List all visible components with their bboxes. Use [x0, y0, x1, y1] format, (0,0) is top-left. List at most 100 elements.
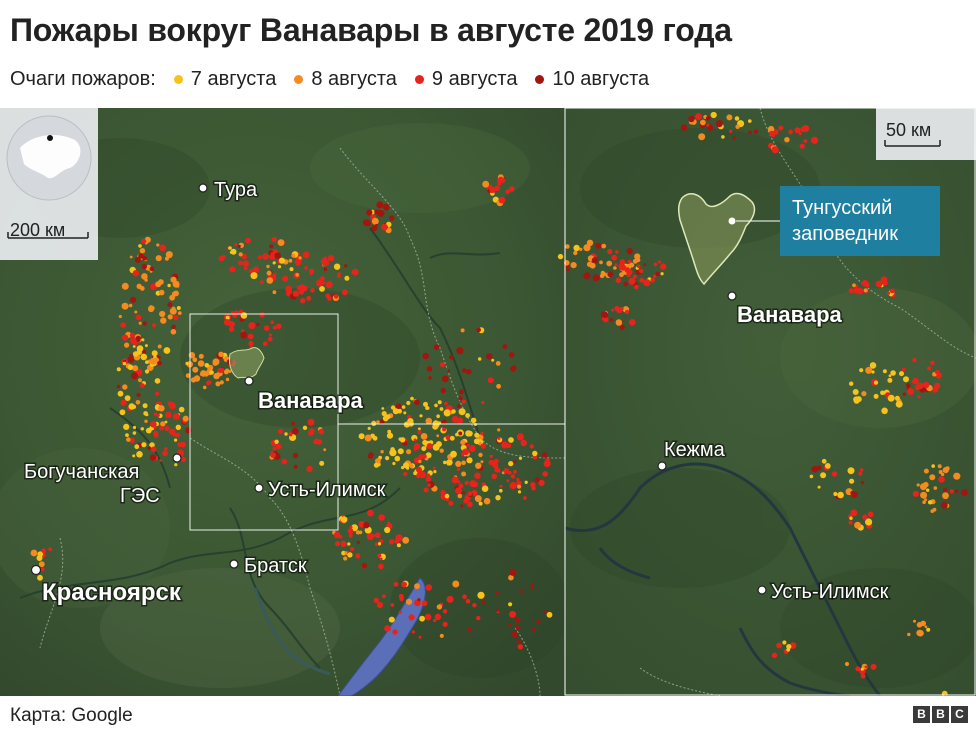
fire-point: [293, 464, 298, 469]
legend: Очаги пожаров: 7 августа 8 августа 9 авг…: [10, 66, 649, 92]
fire-point: [364, 219, 371, 227]
fire-point: [447, 369, 451, 373]
fire-point: [340, 516, 348, 523]
fire-point: [467, 491, 473, 497]
fire-point: [192, 366, 199, 373]
fire-point: [418, 635, 422, 639]
fire-point: [136, 392, 141, 398]
fire-point: [139, 248, 146, 254]
fire-point: [496, 383, 501, 389]
inset-map-places: Ванавара Кежма Усть-Илимск: [657, 291, 890, 605]
fire-point: [462, 491, 466, 494]
fire-point: [634, 253, 641, 260]
fire-point: [127, 356, 135, 363]
fire-point: [496, 608, 500, 612]
fire-point: [650, 278, 655, 283]
fire-point: [382, 594, 386, 598]
fire-point: [809, 474, 814, 479]
fire-point: [341, 550, 346, 556]
place-marker: [657, 461, 667, 471]
fire-point: [619, 272, 624, 278]
fire-point: [660, 263, 667, 270]
fire-point: [626, 248, 633, 255]
fire-point: [864, 665, 868, 669]
fire-point: [930, 360, 935, 366]
fire-point: [907, 388, 915, 395]
fire-point: [151, 350, 158, 357]
fire-point: [149, 266, 155, 272]
fire-point: [41, 548, 47, 554]
fire-point: [609, 318, 614, 322]
fire-point: [538, 479, 545, 487]
fire-point: [435, 441, 442, 448]
fire-point: [414, 583, 420, 590]
fire-point: [788, 129, 793, 135]
fire-point: [511, 365, 517, 371]
fire-point: [784, 137, 790, 143]
fire-point: [185, 373, 191, 378]
fire-point: [476, 615, 481, 621]
fire-point: [149, 283, 157, 291]
fire-point: [924, 498, 928, 502]
fire-point: [465, 598, 471, 604]
fire-point: [478, 501, 483, 506]
fire-point: [157, 344, 162, 349]
fire-point: [229, 266, 236, 273]
fire-point: [938, 476, 945, 483]
fire-point: [386, 432, 394, 439]
place-boguchanskaya: Богучанская: [24, 461, 139, 483]
fire-point: [488, 459, 495, 466]
fire-point: [374, 532, 381, 539]
fire-point: [433, 344, 440, 350]
fire-point: [402, 536, 410, 544]
fire-point: [204, 363, 210, 368]
fire-point: [417, 430, 422, 435]
fire-point: [545, 458, 550, 463]
fire-point: [442, 621, 448, 627]
fire-point: [632, 274, 637, 279]
fire-point: [319, 286, 325, 292]
place-marker: [198, 183, 208, 193]
fire-point: [458, 389, 464, 395]
fire-point: [508, 568, 517, 576]
fire-point: [914, 384, 921, 391]
fire-point: [425, 584, 432, 591]
fire-point: [509, 482, 517, 490]
fire-point: [497, 428, 501, 432]
fire-point: [159, 425, 164, 431]
fire-point: [441, 419, 447, 425]
fire-point: [606, 260, 613, 267]
fire-point: [516, 480, 522, 487]
fire-point: [888, 374, 892, 378]
fire-point: [455, 432, 459, 437]
fire-point: [520, 439, 527, 447]
fire-point: [503, 468, 510, 474]
fire-point: [422, 454, 427, 459]
fire-point: [171, 291, 178, 297]
fire-point: [377, 542, 382, 546]
fire-point: [436, 604, 443, 610]
fire-point: [800, 126, 806, 133]
fire-point: [306, 465, 313, 473]
fire-point: [849, 381, 854, 386]
fire-point: [639, 277, 645, 283]
fire-point: [494, 185, 500, 192]
fire-point: [467, 501, 473, 508]
fire-point: [212, 358, 220, 366]
fire-point: [159, 310, 166, 318]
fire-point: [794, 127, 801, 134]
legend-label: Очаги пожаров:: [10, 67, 156, 90]
fire-point: [419, 471, 427, 479]
fire-point: [392, 629, 398, 635]
fire-point: [376, 420, 380, 424]
fire-point: [849, 516, 853, 520]
fire-point: [138, 378, 142, 383]
fire-point: [508, 602, 513, 607]
inset-locator-box: [189, 313, 339, 531]
fire-point: [248, 341, 254, 347]
fire-point: [870, 663, 877, 670]
fire-point: [387, 521, 391, 525]
fire-point: [624, 267, 630, 273]
fire-point: [599, 260, 603, 265]
fire-point: [734, 116, 740, 121]
